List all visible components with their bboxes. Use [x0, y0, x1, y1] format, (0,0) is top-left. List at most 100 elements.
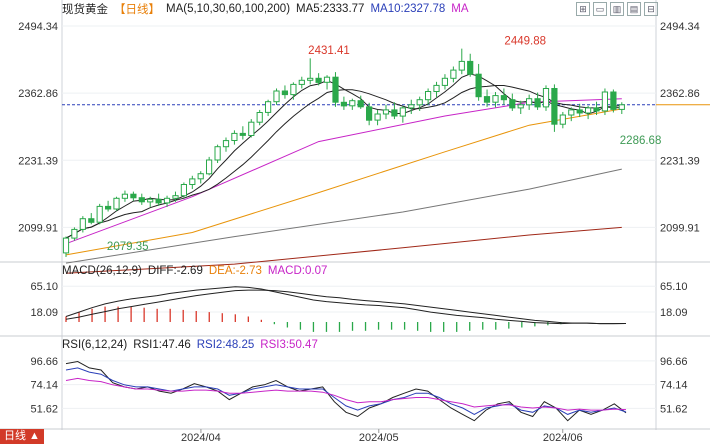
candle-body — [382, 109, 390, 115]
candle-body — [425, 91, 432, 101]
ma60-line — [65, 108, 622, 256]
price-axis-tick-left: 2099.91 — [18, 222, 58, 234]
price-axis-tick-right: 2494.34 — [660, 21, 700, 33]
price-axis-tick-left: 2494.34 — [18, 21, 58, 33]
candle-body — [323, 76, 331, 83]
candle-body — [492, 95, 499, 103]
candle-body — [601, 91, 608, 112]
ma30-line — [65, 98, 622, 245]
candle-body — [273, 90, 280, 103]
candle-body — [593, 107, 600, 112]
candle-body — [172, 195, 179, 199]
candle-body — [332, 76, 339, 103]
macd-diff-value: DIFF:-2.69 — [147, 265, 203, 277]
ma-more-label: MA — [451, 3, 469, 15]
time-axis-tick-label: 2024/06 — [543, 432, 583, 444]
ma5-value: MA5:2333.77 — [296, 3, 365, 15]
price-axis-tick-left: 2231.39 — [18, 155, 58, 167]
rsi-settings-label[interactable]: RSI(6,12,24) — [62, 339, 128, 351]
candle-body — [399, 107, 406, 117]
window-icon[interactable]: ▭ — [593, 2, 607, 16]
candle-body — [534, 98, 541, 108]
candle-body — [458, 60, 465, 71]
candle-body — [542, 88, 550, 108]
candle-body — [88, 218, 95, 223]
macd-axis-tick-right: 65.10 — [660, 281, 688, 293]
period-toggle-button[interactable]: 日线 ▲ — [0, 429, 44, 444]
candle-body — [121, 193, 129, 199]
candle-body — [315, 77, 322, 83]
toolbar: ⊞ ▭ ▥ ▤ ⊟ — [576, 2, 658, 16]
macd-axis-tick-left: 65.10 — [30, 281, 58, 293]
macd-settings-label[interactable]: MACD(26,12,9) — [62, 265, 142, 277]
candle-body — [298, 79, 305, 85]
candle-body — [509, 99, 516, 109]
candle-body — [79, 218, 86, 230]
price-axis-tick-right: 2231.39 — [660, 155, 700, 167]
candle-body — [231, 132, 238, 141]
symbol-label: 现货黄金 — [62, 4, 108, 16]
rsi2-value: RSI2:48.25 — [196, 339, 255, 351]
candle-body — [576, 109, 583, 114]
rsi-axis-tick-right: 74.14 — [660, 380, 688, 392]
ma100-line — [65, 168, 622, 264]
candle-body — [357, 100, 364, 108]
rsi2-line — [65, 367, 627, 415]
period-selector[interactable]: 【日线】 — [114, 4, 160, 16]
candle-body — [281, 90, 288, 96]
candle-body — [307, 77, 314, 81]
rows-icon[interactable]: ▤ — [627, 2, 641, 16]
macd-axis-tick-right: 18.09 — [660, 307, 688, 319]
rsi-axis-tick-right: 51.62 — [660, 403, 688, 415]
ma10-value: MA10:2327.78 — [370, 3, 446, 15]
macd-axis-tick-left: 18.09 — [30, 307, 58, 319]
candle-body — [256, 112, 263, 123]
candle-body — [585, 107, 592, 114]
candle-body — [155, 198, 162, 204]
rsi-panel-header: RSI(6,12,24) RSI1:47.46 RSI2:48.25 RSI3:… — [62, 337, 318, 353]
candle-body — [610, 91, 617, 110]
candle-body — [475, 73, 482, 98]
candle-body — [96, 205, 103, 223]
price-axis-tick-left: 2362.86 — [18, 88, 58, 100]
macd-dea-value: DEA:-2.73 — [208, 265, 262, 277]
rsi-axis-tick-left: 96.66 — [30, 356, 58, 368]
rsi1-value: RSI1:47.46 — [133, 339, 191, 351]
candle-body — [130, 193, 137, 199]
rsi-axis-tick-left: 74.14 — [30, 380, 58, 392]
candle-body — [163, 197, 171, 204]
price-panel-header: 现货黄金 【日线】 MA(5,10,30,60,100,200) MA5:233… — [62, 1, 469, 17]
rsi-axis-tick-right: 96.66 — [660, 356, 688, 368]
candle-body — [349, 100, 356, 107]
macd-diff-line — [65, 286, 627, 325]
candle-body — [450, 69, 457, 79]
candle-body — [290, 83, 297, 96]
rsi3-value: RSI3:50.47 — [260, 339, 318, 351]
candle-body — [197, 173, 204, 180]
candle-body — [568, 109, 575, 116]
candle-body — [62, 237, 70, 254]
columns-icon[interactable]: ▥ — [610, 2, 624, 16]
candle-body — [483, 96, 491, 103]
time-axis-tick-label: 2024/05 — [359, 432, 399, 444]
candle-body — [500, 95, 507, 101]
candle-body — [189, 178, 196, 185]
grid-icon[interactable]: ⊞ — [576, 2, 590, 16]
rsi-axis-tick-left: 51.62 — [30, 403, 58, 415]
candle-body — [206, 159, 213, 175]
candle-body — [526, 98, 533, 106]
candle-body — [340, 101, 347, 107]
candle-body — [214, 146, 221, 161]
minimize-icon[interactable]: ⊟ — [644, 2, 658, 16]
price-extreme-label: 2431.41 — [308, 45, 350, 57]
candle-body — [366, 106, 373, 121]
candle-body — [374, 113, 381, 121]
ma-settings-label[interactable]: MA(5,10,30,60,100,200) — [166, 3, 291, 15]
candle-body — [248, 121, 255, 136]
price-extreme-label: 2079.35 — [107, 241, 149, 253]
candle-body — [180, 184, 188, 197]
rsi1-line — [65, 360, 627, 422]
price-axis-tick-right: 2099.91 — [660, 222, 700, 234]
candle-body — [408, 104, 415, 109]
ma200-line — [65, 226, 622, 274]
